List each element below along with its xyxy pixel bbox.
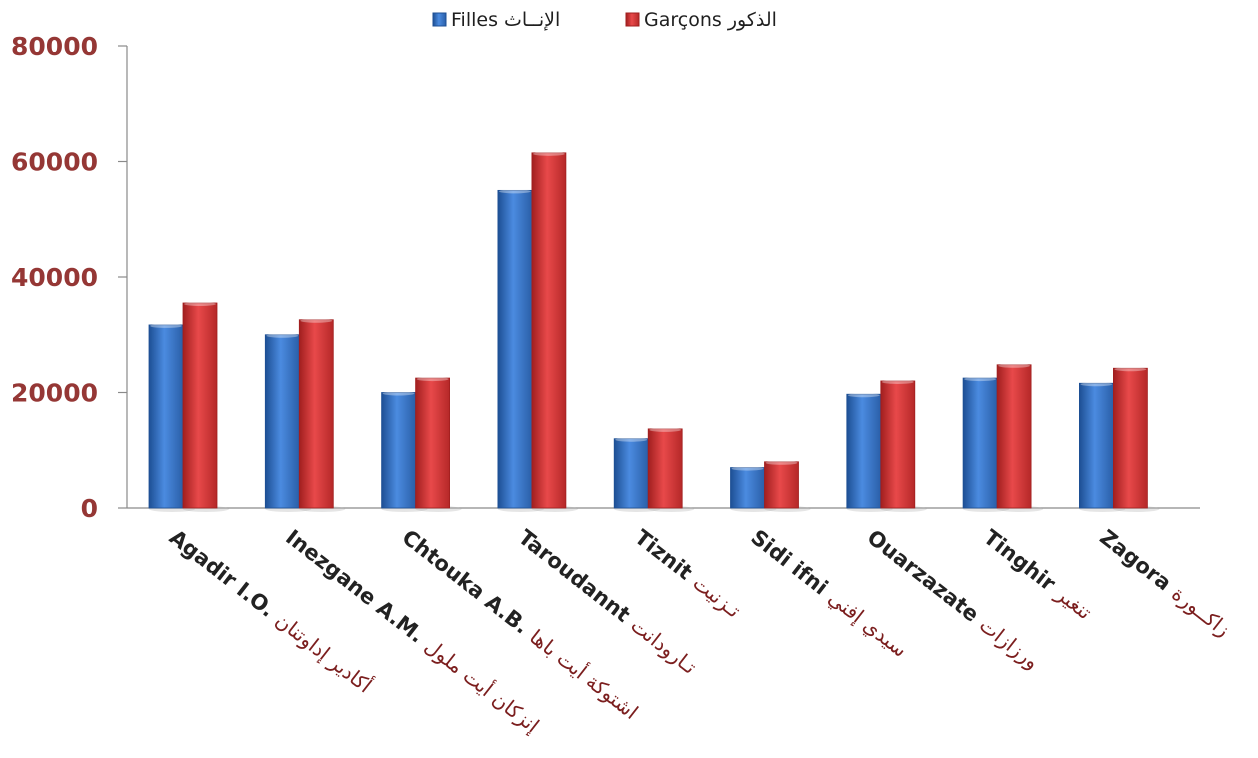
bar-highlight bbox=[498, 189, 531, 194]
x-tick-label-arabic: إنزكان أيت ملول bbox=[420, 633, 545, 739]
y-tick-label: 80000 bbox=[11, 32, 98, 61]
bar-highlight bbox=[964, 377, 997, 382]
bar-highlight bbox=[615, 437, 648, 442]
bar-highlight bbox=[532, 151, 565, 156]
y-tick-label: 40000 bbox=[11, 263, 98, 292]
bar-filles bbox=[497, 189, 533, 509]
x-tick-label-arabic: ورزازات bbox=[975, 613, 1044, 674]
bar-garcons bbox=[531, 152, 567, 509]
bar-filles bbox=[381, 392, 417, 509]
bar-highlight bbox=[184, 301, 216, 306]
bar-garcons bbox=[182, 302, 218, 509]
bar-filles bbox=[846, 393, 882, 509]
bar-highlight bbox=[881, 379, 914, 384]
y-tick-label: 0 bbox=[81, 494, 98, 523]
bar-filles bbox=[613, 438, 649, 509]
x-tick-label-arabic: تـزنيت bbox=[688, 571, 745, 623]
x-tick-label-latin: Taroudannt bbox=[514, 525, 635, 627]
bar-highlight bbox=[382, 391, 415, 396]
legend-swatch-filles bbox=[432, 12, 447, 27]
bar-highlight bbox=[416, 377, 449, 382]
legend-label-garcons: Garçons الذكور bbox=[644, 9, 777, 31]
bar-garcons bbox=[996, 364, 1032, 509]
bar-highlight bbox=[998, 363, 1031, 368]
x-tick-label-latin: Zagora bbox=[1095, 525, 1175, 595]
bar-highlight bbox=[731, 466, 764, 471]
x-tick-label-latin: Sidi ifni bbox=[746, 525, 832, 600]
x-tick-label-latin: Tiznit bbox=[630, 525, 697, 585]
bar-filles bbox=[148, 324, 184, 509]
bars bbox=[148, 151, 1160, 512]
x-tick-label-arabic: أكادير إداوتنان bbox=[270, 607, 377, 698]
x-tick-label-arabic: تـارودانت bbox=[626, 613, 701, 679]
bar-highlight bbox=[847, 393, 880, 398]
bar-highlight bbox=[300, 318, 333, 323]
x-tick-label-latin: Ouarzazate bbox=[863, 525, 984, 627]
legend: Filles الإنــاث Garçons الذكور bbox=[432, 9, 777, 31]
y-tick-label: 20000 bbox=[11, 379, 98, 408]
x-tick-label-arabic: اشتوكة أيت باها bbox=[525, 624, 643, 724]
bar-filles bbox=[962, 377, 998, 509]
y-tick-label: 60000 bbox=[11, 148, 98, 177]
bar-highlight bbox=[765, 460, 798, 465]
x-tick-label-arabic: زاكــورة bbox=[1167, 581, 1235, 641]
legend-swatch-garcons bbox=[625, 12, 640, 27]
y-ticks: 0 20000 40000 60000 80000 bbox=[11, 32, 127, 523]
bar-filles bbox=[730, 467, 765, 509]
bar-garcons bbox=[1113, 367, 1148, 509]
bar-highlight bbox=[1114, 367, 1147, 372]
x-tick-label-arabic: تنغير bbox=[1051, 581, 1097, 624]
x-tick-label-arabic: سيدي إفني bbox=[823, 586, 912, 663]
bar-highlight bbox=[1080, 382, 1113, 387]
bar-garcons bbox=[647, 428, 683, 509]
bar-garcons bbox=[415, 377, 451, 509]
bar-garcons bbox=[880, 380, 916, 509]
x-label-group: Agadir I.O.أكادير إداوتنان bbox=[165, 525, 377, 698]
bar-highlight bbox=[649, 427, 682, 432]
bar-highlight bbox=[150, 323, 182, 328]
x-label-group: Inezgane A.M.إنزكان أيت ملول bbox=[281, 525, 545, 739]
x-label-group: Chtouka A.B.اشتوكة أيت باها bbox=[398, 525, 644, 724]
bar-garcons bbox=[764, 461, 799, 509]
bar-highlight bbox=[266, 333, 299, 338]
bar-garcons bbox=[298, 319, 334, 509]
bar-filles bbox=[264, 334, 300, 509]
legend-label-filles: Filles الإنــاث bbox=[451, 9, 560, 31]
x-tick-label-latin: Tinghir bbox=[979, 525, 1060, 596]
bar-filles bbox=[1079, 382, 1114, 509]
x-tick-label-latin: Agadir I.O. bbox=[165, 525, 279, 622]
